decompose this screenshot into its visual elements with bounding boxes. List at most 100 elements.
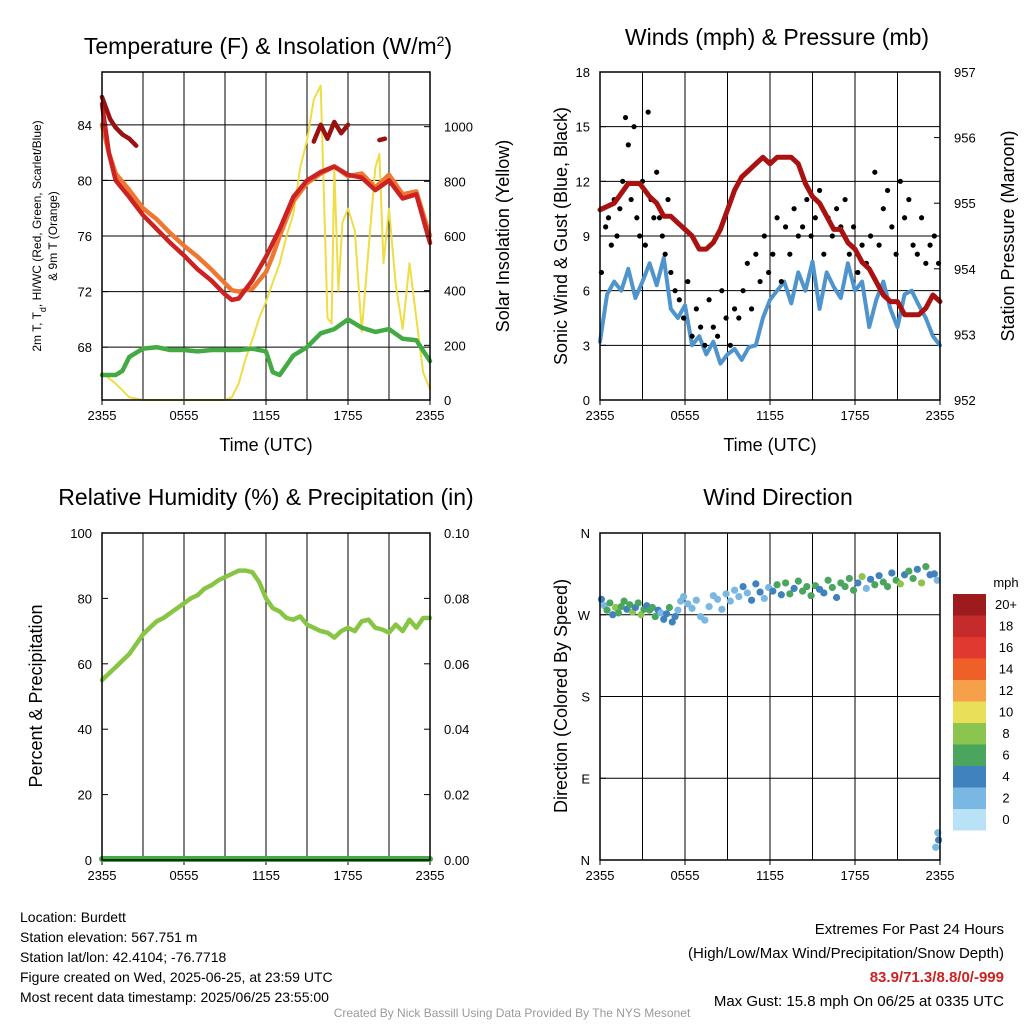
direction-point — [832, 593, 841, 602]
gust-point — [668, 269, 674, 276]
y-tick-label: S — [581, 690, 590, 705]
legend-label: 8 — [1002, 726, 1009, 741]
y2-tick-label: 400 — [444, 284, 466, 299]
gust-point — [859, 242, 865, 248]
direction-point — [922, 563, 930, 571]
y-tick-label: 9 — [583, 229, 590, 244]
y2-tick-label: 952 — [954, 393, 976, 408]
series-sonic-wind — [598, 255, 942, 366]
y-tick-label: W — [578, 608, 591, 623]
direction-point — [934, 836, 943, 844]
gust-point — [723, 315, 729, 321]
gust-point — [656, 215, 663, 221]
gust-point — [622, 114, 629, 121]
gust-point — [731, 306, 738, 312]
legend-label: 6 — [1002, 748, 1009, 763]
y2-tick-label: 0.04 — [444, 722, 469, 737]
x-tick-label: 2355 — [88, 868, 117, 883]
direction-point — [862, 584, 870, 593]
x-tick-label: 1155 — [252, 408, 280, 423]
direction-point — [756, 588, 764, 596]
gust-point — [697, 324, 704, 330]
direction-point — [807, 592, 815, 600]
direction-point — [794, 577, 802, 585]
x-tick-label: 1755 — [841, 408, 870, 423]
direction-point — [854, 579, 862, 587]
x-tick-label: 0555 — [671, 868, 700, 883]
gust-point — [642, 242, 648, 248]
series-heat-index-late — [377, 136, 388, 143]
direction-point — [662, 610, 671, 618]
direction-point — [726, 597, 734, 605]
series-heat-index — [99, 94, 139, 148]
gust-point — [757, 278, 763, 285]
gust-point — [791, 206, 797, 212]
gust-point — [608, 242, 614, 248]
series-relative-humidity — [99, 568, 433, 683]
series-station-pressure — [597, 154, 943, 318]
direction-point — [684, 600, 692, 608]
direction-point — [769, 587, 777, 595]
gust-point — [693, 306, 699, 312]
gust-point — [706, 297, 712, 303]
station-elevation: Station elevation: 567.751 m — [20, 929, 198, 945]
direction-point — [858, 573, 866, 581]
direction-point — [849, 586, 858, 594]
legend-label: 2 — [1002, 791, 1009, 806]
legend-swatch — [953, 809, 986, 831]
legend-label: 0 — [1002, 812, 1009, 827]
extremes-subtitle: (High/Low/Max Wind/Precipitation/Snow De… — [688, 945, 1004, 962]
gust-point — [893, 251, 899, 257]
y-tick-label: E — [581, 771, 590, 786]
direction-point — [692, 596, 700, 604]
gust-point — [605, 215, 612, 221]
legend-swatch — [953, 744, 986, 766]
max-gust: Max Gust: 15.8 mph On 06/25 at 0335 UTC — [713, 993, 1004, 1010]
direction-point — [743, 589, 751, 597]
y-tick-label: 76 — [78, 229, 92, 244]
direction-point — [790, 584, 798, 593]
x-tick-label: 1755 — [334, 868, 363, 883]
direction-point — [820, 589, 828, 597]
y2-tick-label: 600 — [444, 229, 466, 244]
direction-point — [875, 572, 883, 580]
y2-tick-label: 1000 — [444, 120, 473, 135]
gust-point — [867, 233, 874, 239]
station-latlon: Station lat/lon: 42.4104; -76.7718 — [20, 949, 227, 965]
y-tick-label: 40 — [78, 722, 92, 737]
gust-point — [782, 224, 789, 230]
gust-point — [736, 315, 742, 321]
direction-point — [803, 582, 811, 591]
x-tick-label: 1155 — [756, 868, 784, 883]
gust-point — [897, 178, 903, 184]
legend-title: mph — [993, 575, 1018, 590]
x-tick-label: 1155 — [756, 408, 784, 423]
recent-timestamp: Most recent data timestamp: 2025/06/25 2… — [20, 989, 329, 1005]
chart-title-humidity: Relative Humidity (%) & Precipitation (i… — [58, 484, 473, 510]
gust-point — [927, 242, 933, 248]
legend-swatch — [953, 594, 986, 616]
y-axis-label-left: Direction (Colored By Speed) — [551, 579, 571, 813]
gust-point — [808, 233, 814, 239]
y-tick-label: 0 — [85, 853, 92, 868]
direction-point — [824, 576, 832, 584]
direction-point — [798, 587, 807, 595]
y-tick-label: 68 — [78, 340, 92, 355]
direction-point — [648, 603, 657, 612]
gust-point — [906, 196, 912, 203]
gust-point — [846, 251, 852, 257]
series-heat-index-afternoon — [311, 119, 351, 144]
y2-tick-label: 0.02 — [444, 788, 469, 803]
gust-point — [812, 215, 818, 221]
gust-point — [637, 233, 643, 239]
direction-point — [888, 569, 896, 577]
extremes-panel: Extremes For Past 24 Hours (High/Low/Max… — [688, 918, 1004, 1014]
y2-tick-label: 0.10 — [444, 526, 469, 541]
x-tick-label: 2355 — [926, 868, 955, 883]
gust-point — [744, 260, 750, 266]
x-tick-label: 2355 — [416, 408, 445, 423]
gust-point — [617, 206, 623, 212]
direction-point — [905, 567, 913, 575]
extremes-title: Extremes For Past 24 Hours — [814, 921, 1004, 938]
